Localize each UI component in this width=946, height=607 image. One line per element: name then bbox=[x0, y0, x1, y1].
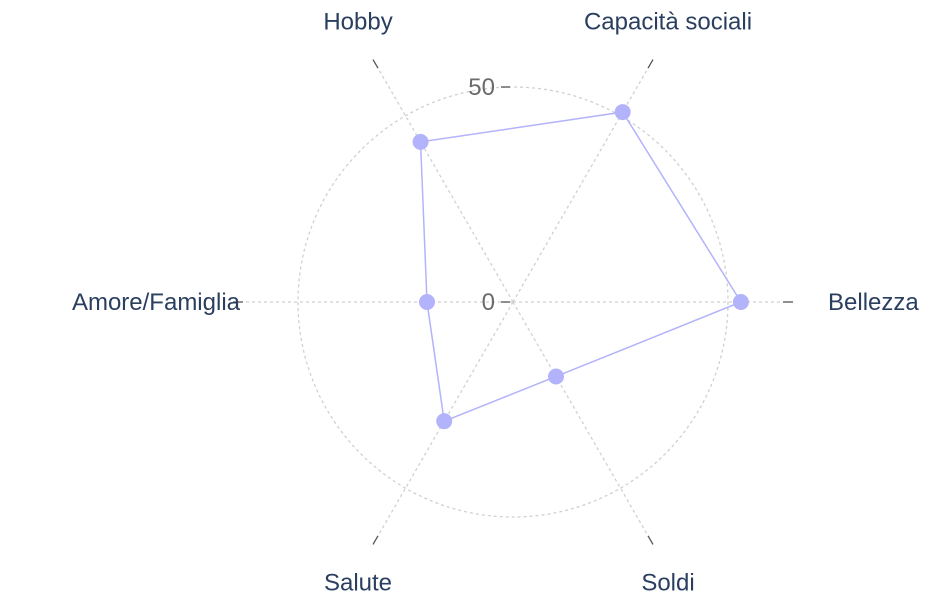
axis-line-2 bbox=[377, 67, 514, 303]
axis-label: Amore/Famiglia bbox=[72, 289, 241, 316]
axis-tick-4 bbox=[372, 535, 379, 545]
axis-label: Salute bbox=[324, 569, 392, 596]
axis-label: Soldi bbox=[641, 569, 694, 596]
axis-line-5 bbox=[512, 301, 649, 537]
data-point-salute bbox=[436, 413, 453, 430]
series-line bbox=[419, 111, 743, 423]
angular-axes bbox=[233, 59, 793, 545]
axis-line-1 bbox=[512, 67, 649, 303]
grid bbox=[297, 86, 729, 518]
data-point-soldi bbox=[548, 368, 564, 385]
data-point-hobby bbox=[412, 133, 429, 150]
radial-tick-label: 50 bbox=[468, 74, 495, 101]
radial-tick-label: 0 bbox=[482, 289, 495, 316]
axis-tick-5 bbox=[647, 535, 654, 545]
axis-label: Capacità sociali bbox=[584, 9, 752, 36]
data-point-capacit-sociali bbox=[614, 104, 631, 121]
axis-tick-1 bbox=[647, 59, 654, 69]
axis-label: Bellezza bbox=[828, 289, 919, 316]
data-point-amore-famiglia bbox=[419, 294, 435, 310]
data-point-bellezza bbox=[732, 294, 749, 310]
axis-labels: Bellezza Capacità sociali Hobby Amore/Famig… bbox=[72, 9, 919, 597]
grid-circle-50 bbox=[297, 86, 729, 518]
series bbox=[412, 104, 749, 430]
axis-label: Hobby bbox=[323, 9, 392, 36]
axis-tick-2 bbox=[372, 59, 379, 69]
